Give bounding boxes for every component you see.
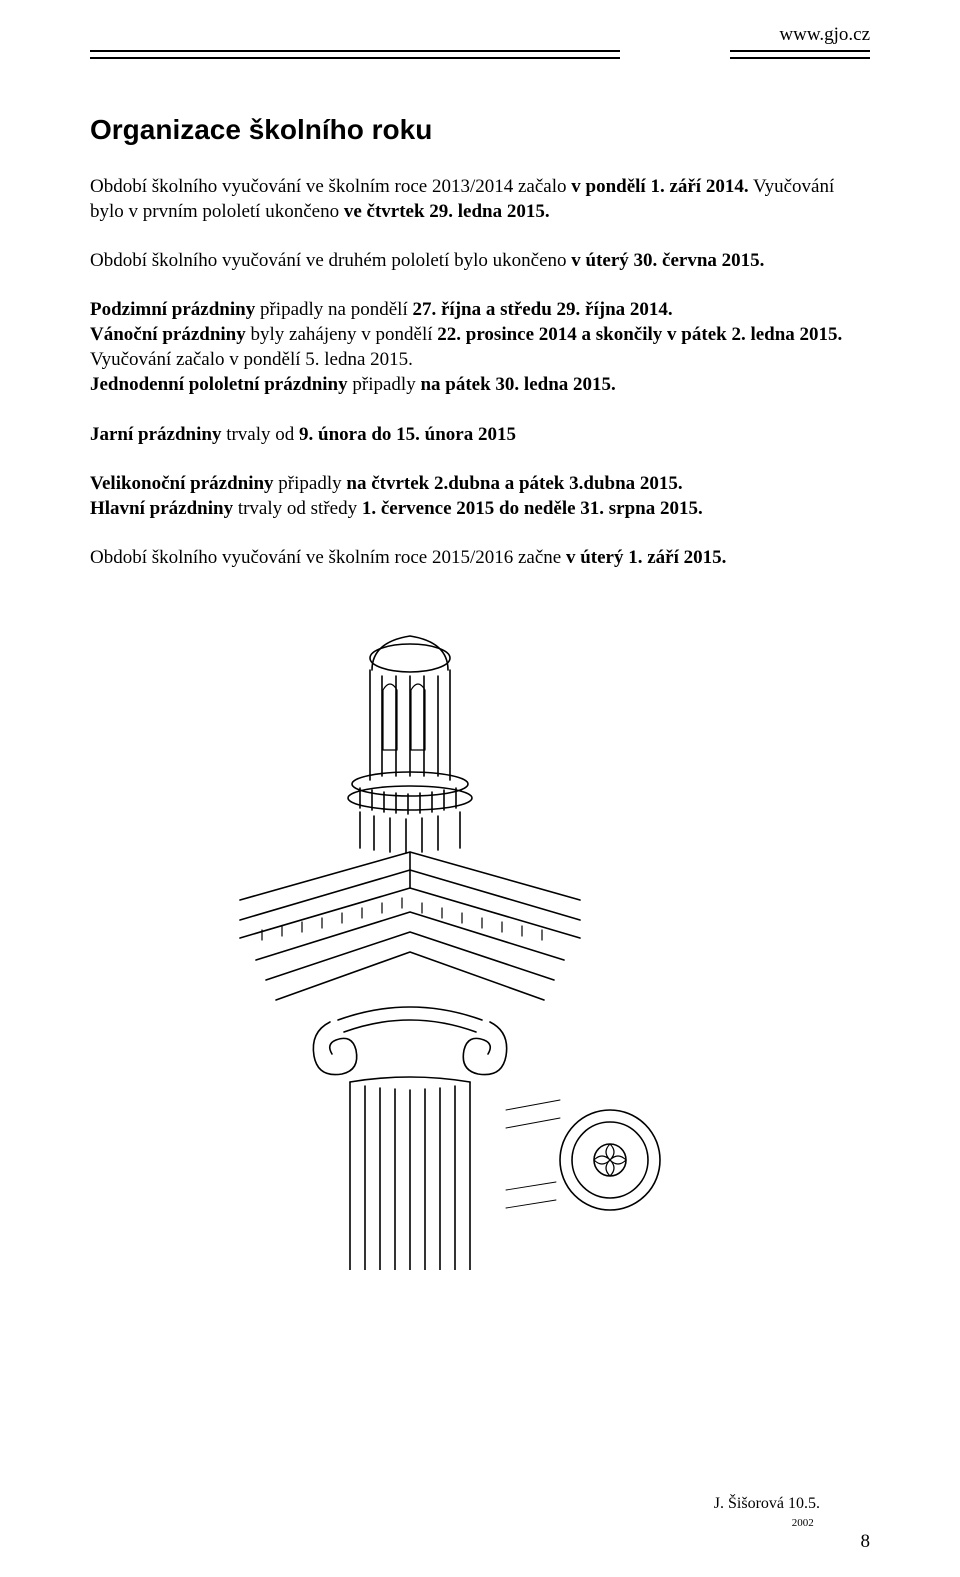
header-rule-top-right <box>730 50 870 52</box>
text-run: připadly <box>274 473 347 494</box>
text-run: Vyučování začalo v pondělí 5. ledna 2015… <box>90 349 413 370</box>
text-bold: 1. července 2015 do neděle 31. srpna 201… <box>362 498 703 519</box>
text-bold: Vánoční prázdniny <box>90 324 246 345</box>
signature-year: 2002 <box>714 1517 814 1529</box>
text-run: trvaly od <box>226 424 299 445</box>
text-bold: v úterý 1. září 2015. <box>566 547 726 568</box>
text-run: Období školního vyučování ve školním roc… <box>90 176 571 197</box>
paragraph-intro: Období školního vyučování ve školním roc… <box>90 174 870 224</box>
page-header: www.gjo.cz <box>90 24 870 64</box>
signature-text: J. Šišorová 10.5. <box>714 1495 820 1512</box>
text-run: připadly <box>348 374 421 395</box>
paragraph-next-year: Období školního vyučování ve školním roc… <box>90 545 870 570</box>
text-bold: na pátek 30. ledna 2015. <box>420 374 615 395</box>
text-bold: Jarní prázdniny <box>90 424 226 445</box>
text-bold: 22. prosince 2014 a skončily v pátek 2. … <box>437 324 842 345</box>
text-bold: Hlavní prázdniny <box>90 498 238 519</box>
text-bold: Jednodenní pololetní prázdniny <box>90 374 348 395</box>
text-run: trvaly od středy <box>238 498 362 519</box>
text-bold: na čtvrtek 2.dubna a pátek 3.dubna 2015. <box>346 473 682 494</box>
text-bold: ve čtvrtek 29. ledna 2015. <box>344 201 550 222</box>
header-rule-bottom-right <box>730 57 870 59</box>
text-bold: v úterý 30. června 2015. <box>571 250 764 271</box>
paragraph-holidays: Podzimní prázdniny připadly na pondělí 2… <box>90 297 870 397</box>
text-run: byly zahájeny v pondělí <box>246 324 438 345</box>
header-rule-top-left <box>90 50 620 52</box>
paragraph-spring-break: Jarní prázdniny trvaly od 9. února do 15… <box>90 422 870 447</box>
page-number: 8 <box>861 1531 871 1553</box>
text-bold: 9. února do 15. února 2015 <box>299 424 516 445</box>
text-bold: 27. října a středu 29. října 2014. <box>412 299 672 320</box>
text-run: Období školního vyučování ve školním roc… <box>90 547 566 568</box>
text-run: připadly na pondělí <box>255 299 412 320</box>
paragraph-easter-summer: Velikonoční prázdniny připadly na čtvrte… <box>90 471 870 521</box>
site-url: www.gjo.cz <box>779 24 870 46</box>
text-bold: Velikonoční prázdniny <box>90 473 274 494</box>
text-bold: Podzimní prázdniny <box>90 299 255 320</box>
page-title: Organizace školního roku <box>90 114 870 146</box>
text-run: Období školního vyučování ve druhém polo… <box>90 250 571 271</box>
illustration-signature: J. Šišorová 10.5. 2002 <box>714 1495 820 1531</box>
paragraph-second-term: Období školního vyučování ve druhém polo… <box>90 248 870 273</box>
header-rule-bottom-left <box>90 57 620 59</box>
text-bold: v pondělí 1. září 2014. <box>571 176 748 197</box>
illustration-tower <box>90 630 870 1275</box>
